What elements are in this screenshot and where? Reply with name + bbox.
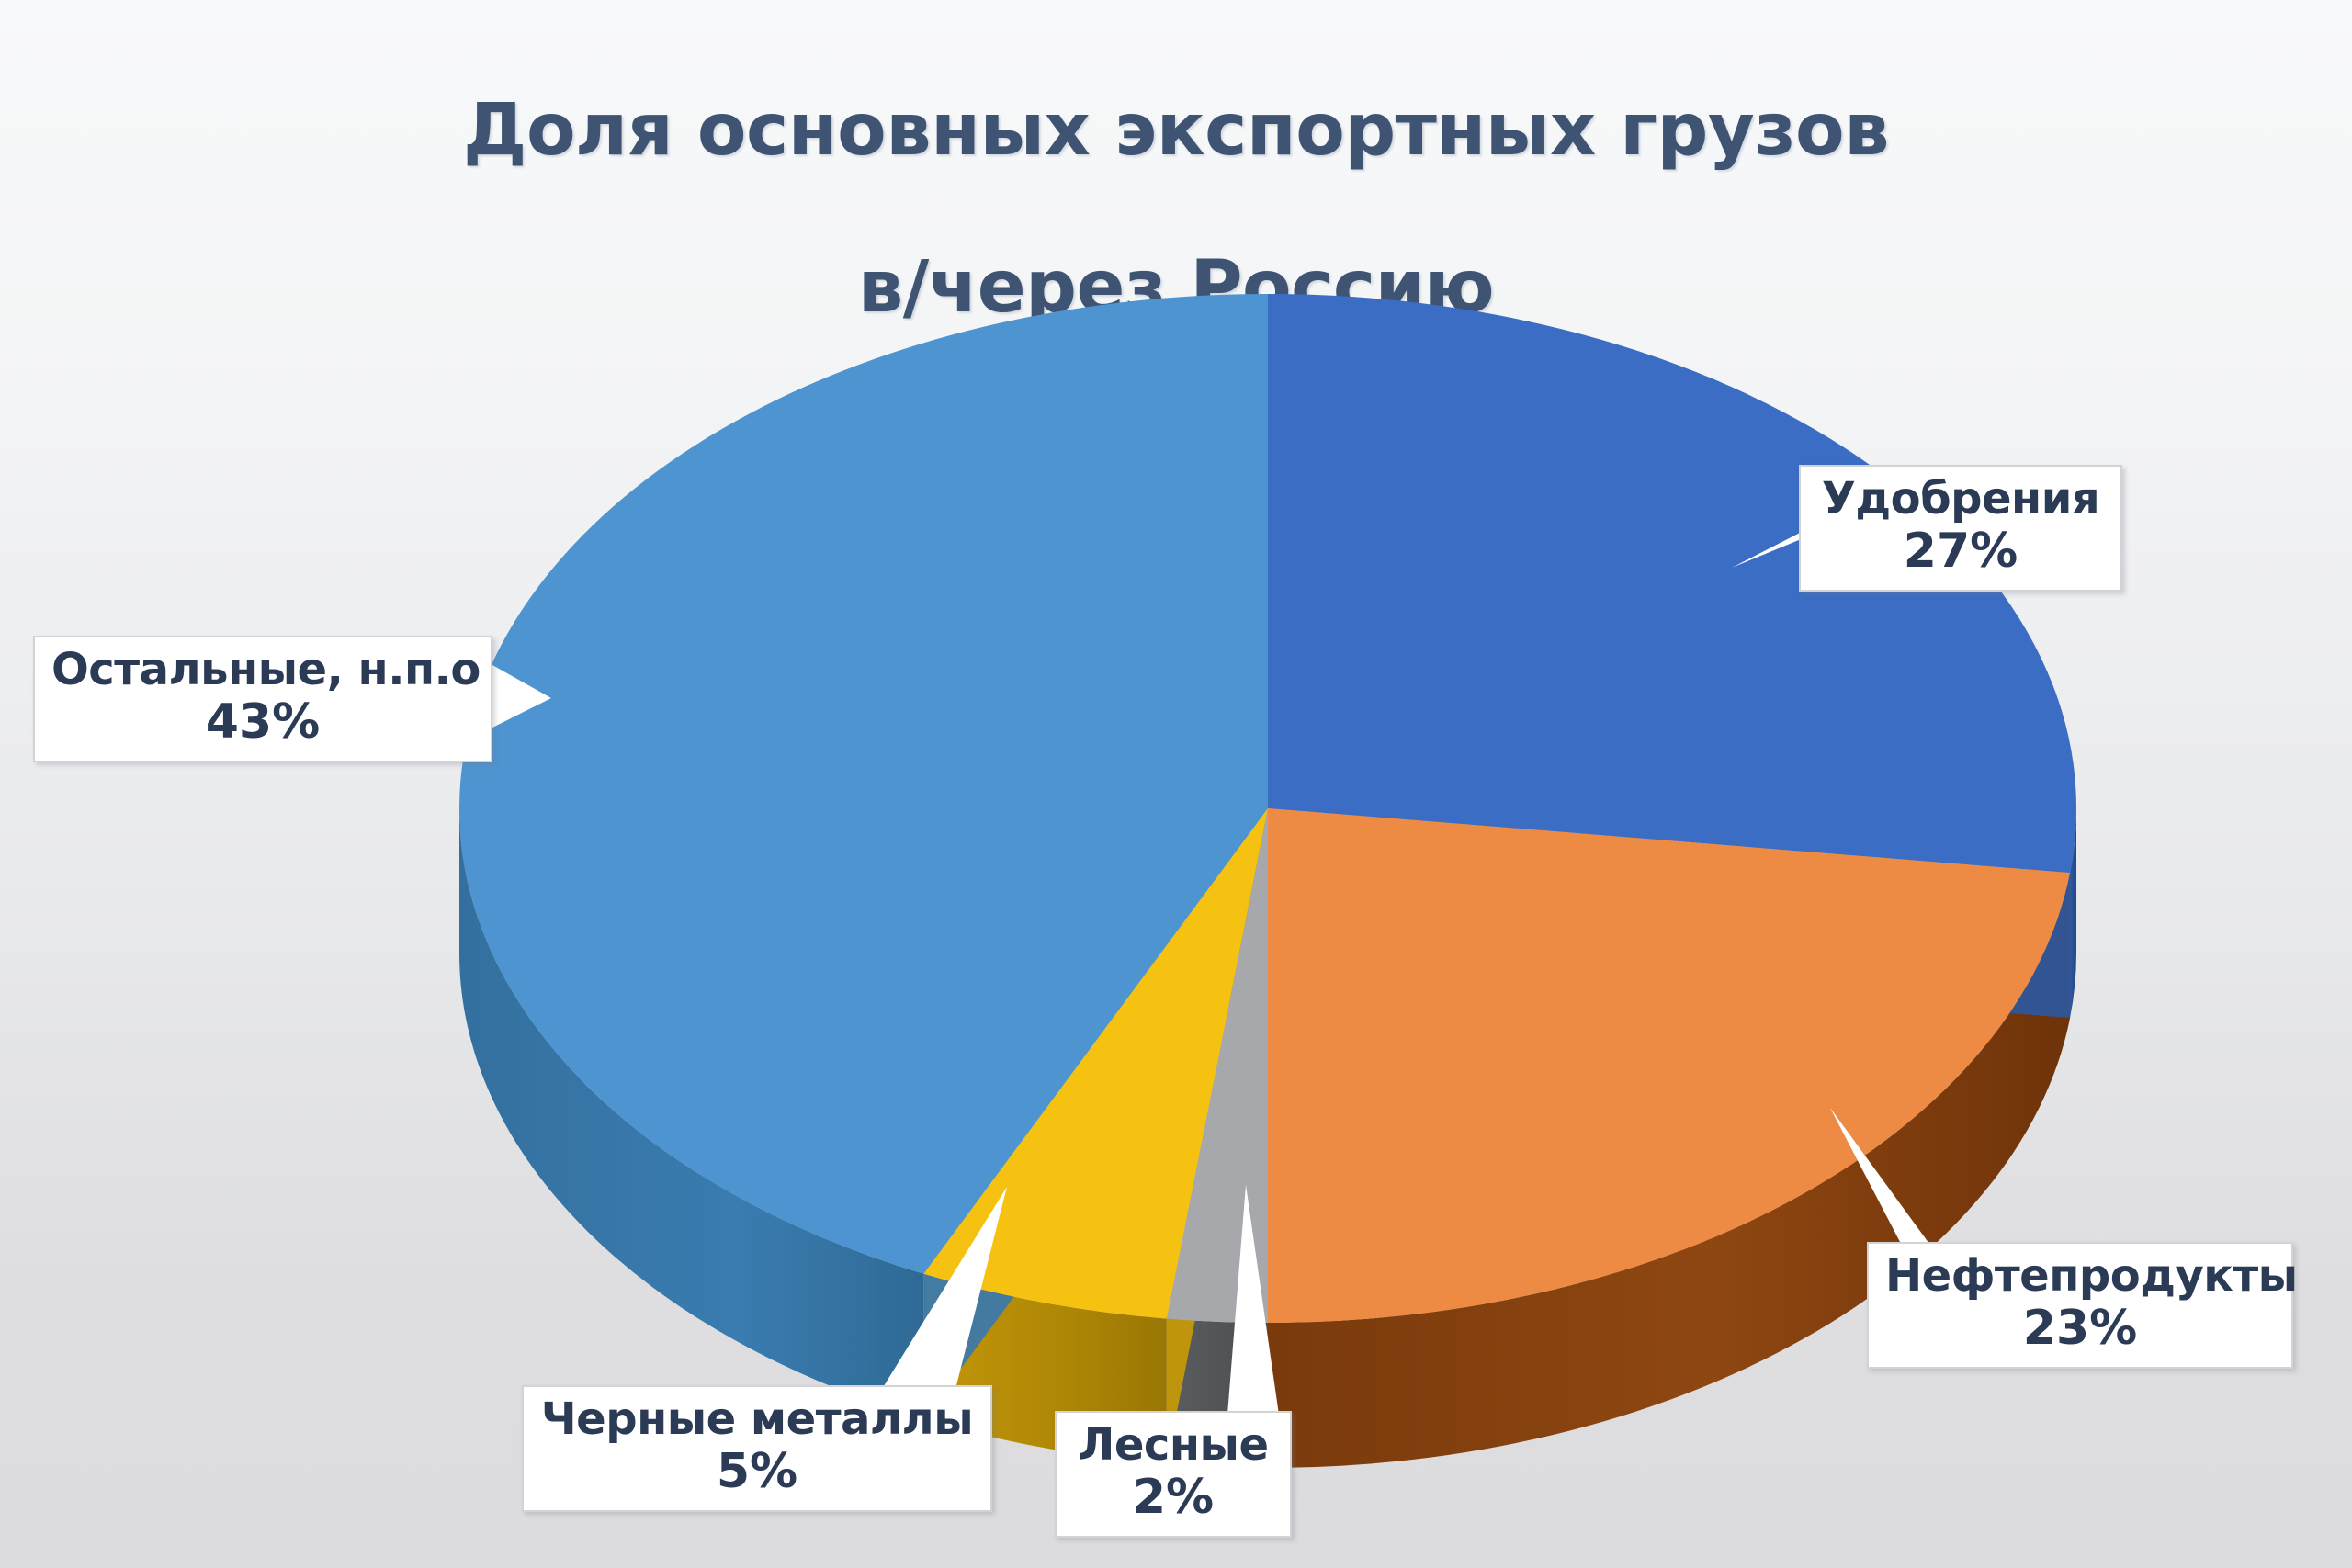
pie-slice-лесные[interactable] <box>1166 808 1268 1323</box>
callout-oil-value: 23% <box>2022 1300 2138 1356</box>
pie-cut-face-4-0 <box>923 808 1268 1419</box>
pie-cut-face-3-0 <box>1166 808 1268 1464</box>
pie-side-1 <box>1268 873 2071 1468</box>
callout-timber: Лесные 2% <box>1055 1411 1292 1538</box>
callout-other-name: Остальные, н.п.о <box>51 644 481 695</box>
callout-metals: Черные металлы 5% <box>522 1385 992 1512</box>
callout-metals-value: 5% <box>716 1443 798 1499</box>
leader-line-timber <box>1227 1185 1279 1415</box>
title-line-1: Доля основных экспортных грузов <box>462 88 1890 172</box>
title-line-2: в/через Россию <box>857 246 1495 330</box>
pie-side-4 <box>458 808 924 1419</box>
callout-fertilizer-value: 27% <box>1903 523 2018 579</box>
callout-fertilizer: Удобрения 27% <box>1799 465 2122 592</box>
callout-other-value: 43% <box>205 694 321 750</box>
leader-line-metals <box>882 1187 1007 1389</box>
callout-other: Остальные, н.п.о 43% <box>33 636 492 762</box>
callout-timber-name: Лесные <box>1078 1419 1270 1471</box>
callout-metals-name: Черные металлы <box>540 1393 974 1445</box>
callout-oil: Нефтепродукты 23% <box>1867 1242 2298 1369</box>
callout-timber-value: 2% <box>1132 1469 1215 1525</box>
callout-fertilizer-name: Удобрения <box>1821 473 2100 525</box>
pie-slice-черные-металлы[interactable] <box>923 808 1268 1319</box>
leader-lines <box>492 503 1959 1415</box>
callout-oil-name: Нефтепродукты <box>1885 1250 2298 1302</box>
pie-side-0 <box>2070 808 2076 1019</box>
leader-line-other <box>492 665 551 728</box>
pie-cut-face-0-1 <box>1268 808 2071 1019</box>
